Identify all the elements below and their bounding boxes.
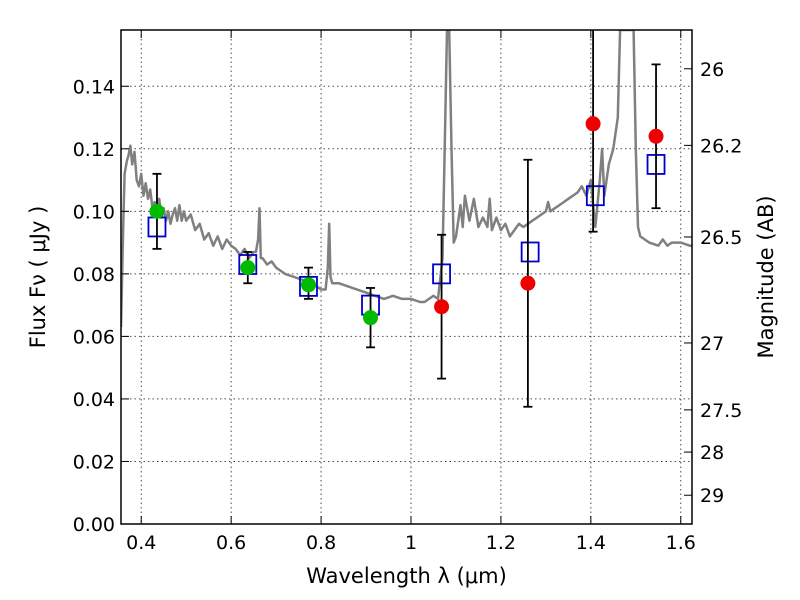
x-tick-label: 1 [405, 532, 417, 554]
green-flux-point [300, 277, 316, 293]
model-flux-square [520, 241, 540, 263]
red-flux-point [434, 299, 450, 315]
green-flux-point [363, 310, 379, 326]
green-flux-point [149, 203, 165, 219]
model-spectrum [121, 30, 692, 328]
x-tick-label: 0.8 [306, 532, 336, 554]
green-flux-point [240, 260, 256, 276]
y2-tick-label: 26 [700, 59, 724, 81]
y-tick-label: 0.06 [73, 326, 115, 348]
y-tick-label: 0.14 [73, 76, 115, 98]
data-marks [147, 30, 666, 408]
y-tick-label: 0.08 [73, 264, 115, 286]
y-tick-label: 0.00 [73, 514, 115, 536]
x-tick-label: 1.4 [576, 532, 606, 554]
y2-tick-label: 27.5 [700, 400, 742, 422]
red-flux-point [585, 116, 601, 132]
model-flux-square [585, 185, 605, 207]
model-spectrum-line [121, 30, 692, 328]
red-flux-point [520, 275, 536, 291]
red-flux-point [648, 128, 664, 144]
y-axis-label: Flux Fν ( μJy ) [26, 206, 50, 349]
x-tick-label: 1.2 [486, 532, 516, 554]
plot-frame [120, 29, 693, 525]
y2-tick-label: 26.2 [700, 135, 742, 157]
x-tick-label: 1.6 [666, 532, 696, 554]
grid-lines [121, 30, 692, 524]
y-tick-label: 0.12 [73, 139, 115, 161]
y2-tick-label: 29 [700, 485, 724, 507]
y2-tick-label: 26.5 [700, 227, 742, 249]
y2-axis-label: Magnitude (AB) [754, 195, 778, 358]
y-tick-label: 0.04 [73, 389, 115, 411]
y2-tick-label: 28 [700, 442, 724, 464]
x-tick-label: 0.4 [126, 532, 156, 554]
y-tick-label: 0.10 [73, 201, 115, 223]
y2-tick-label: 27 [700, 333, 724, 355]
y-tick-label: 0.02 [73, 451, 115, 473]
x-axis-label: Wavelength λ (μm) [306, 564, 507, 588]
axis-ticks: 0.4 0.6 0.8 1 1.2 1.4 1.6 0.00 0.02 0.04 0.06 0.08 0… [73, 30, 742, 554]
x-tick-label: 0.6 [216, 532, 246, 554]
